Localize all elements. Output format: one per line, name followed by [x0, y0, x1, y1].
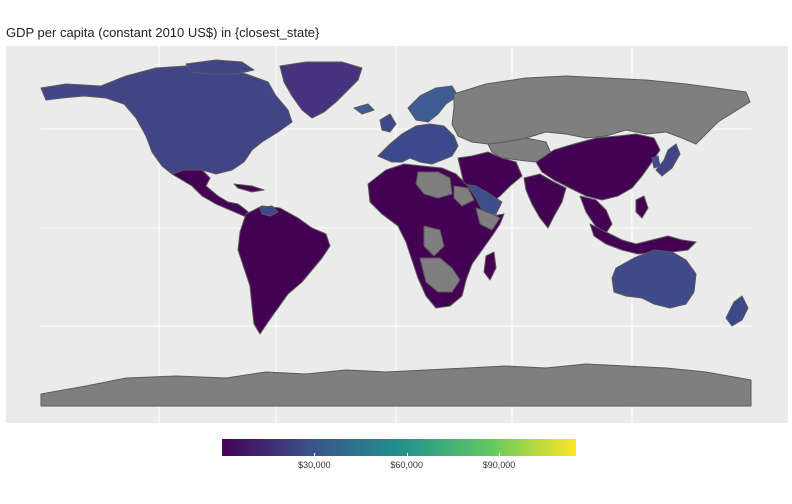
region-japan — [655, 143, 681, 177]
region-africa-no-data-south — [419, 257, 461, 293]
region-south-america — [237, 205, 331, 335]
colorbar-tick — [314, 453, 316, 457]
region-korea — [651, 155, 661, 169]
region-africa-no-data-east — [453, 185, 475, 207]
region-africa-no-data-center — [423, 225, 445, 257]
region-uk — [379, 113, 397, 133]
colorbar-tick-label: $60,000 — [390, 460, 423, 470]
colorbar-gradient — [222, 439, 576, 456]
region-indonesia — [589, 223, 697, 255]
region-antarctica — [40, 363, 752, 407]
map-panel — [6, 46, 788, 423]
region-north-america — [40, 65, 293, 175]
region-philippines — [635, 195, 649, 219]
region-madagascar — [483, 251, 497, 281]
region-india — [523, 173, 567, 229]
region-australia — [611, 249, 697, 309]
region-europe — [377, 123, 459, 165]
colorbar-tick — [406, 453, 408, 457]
region-africa-no-data-north — [415, 171, 453, 199]
world-map — [40, 46, 752, 423]
region-africa-no-data-horn — [475, 207, 501, 231]
region-central-america — [171, 169, 253, 217]
colorbar-tick-label: $30,000 — [298, 460, 331, 470]
region-iceland — [353, 103, 375, 115]
region-new-zealand — [725, 295, 749, 327]
region-arctic-islands — [185, 59, 255, 75]
colorbar-tick-label: $90,000 — [482, 460, 516, 470]
colorbar-tick — [499, 453, 501, 457]
map-title: GDP per capita (constant 2010 US$) in {c… — [6, 25, 320, 40]
region-russia — [451, 75, 751, 145]
region-caribbean — [233, 183, 265, 193]
region-scandinavia — [407, 85, 459, 123]
region-southeast-asia — [579, 195, 613, 237]
colorbar-legend — [222, 439, 576, 457]
region-venezuela — [259, 205, 279, 217]
region-china — [535, 133, 661, 201]
region-greenland — [279, 61, 363, 119]
